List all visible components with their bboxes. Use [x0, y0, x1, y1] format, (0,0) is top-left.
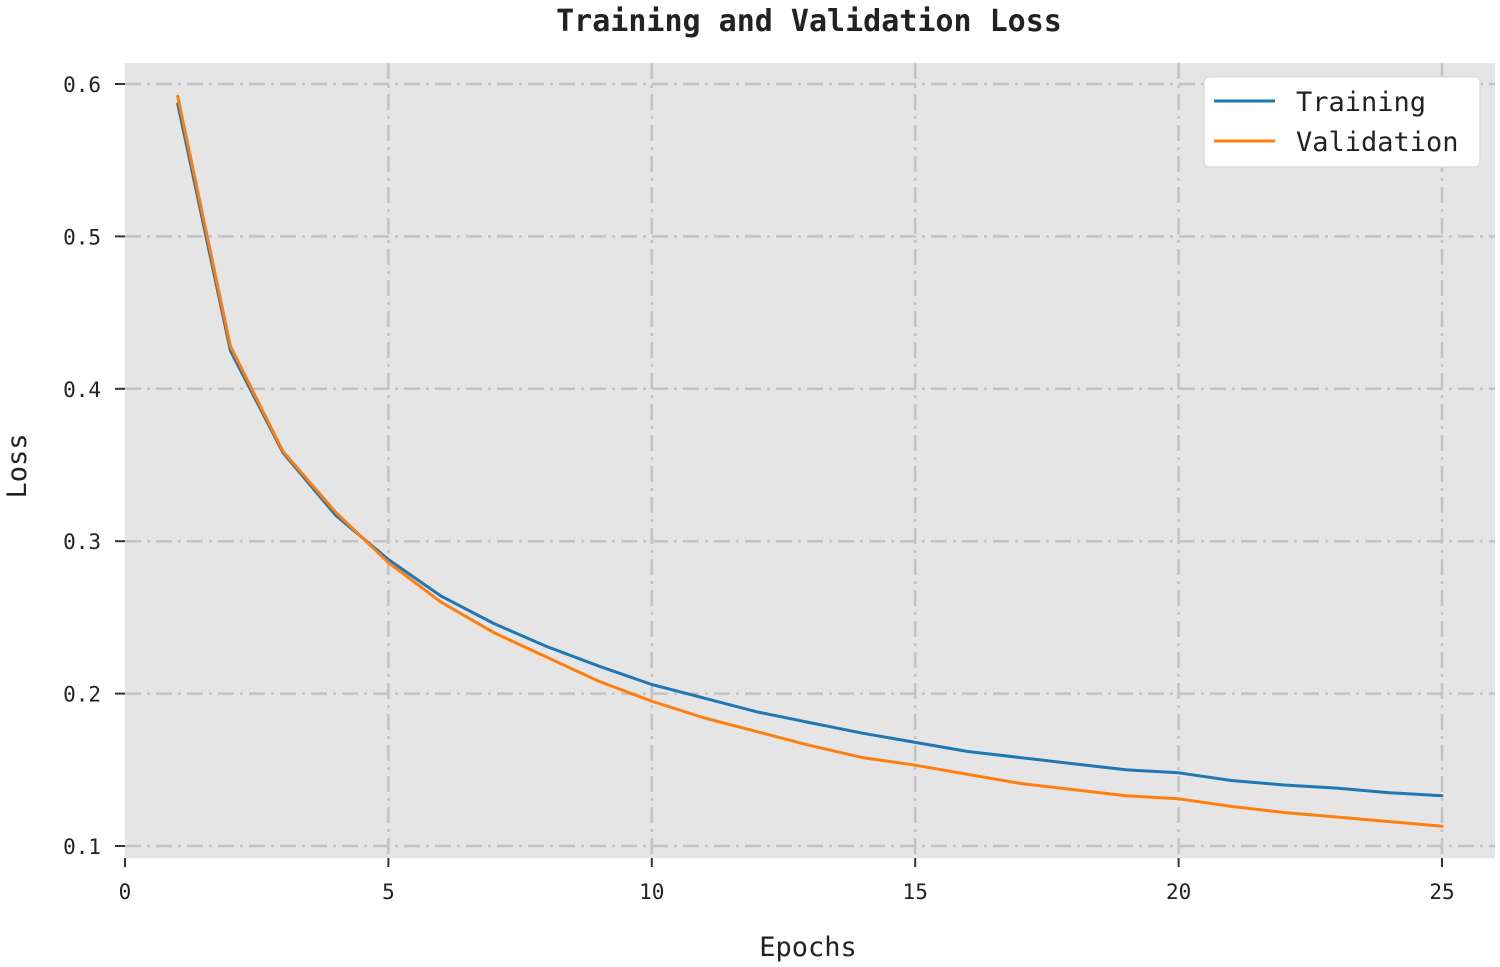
series-line-training [176, 102, 1444, 798]
series-line-validation [176, 94, 1444, 828]
y-tick-label: 0.2 [63, 683, 101, 707]
y-tick-label: 0.3 [63, 530, 101, 554]
legend-label-training: Training [1296, 87, 1426, 118]
legend-label-validation: Validation [1296, 127, 1459, 158]
x-tick-label: 0 [119, 880, 132, 904]
x-tick-label: 25 [1429, 880, 1454, 904]
y-tick-label: 0.1 [63, 835, 101, 859]
x-tick-label: 15 [903, 880, 928, 904]
y-axis-label: Loss [2, 433, 33, 498]
legend: Training Validation [1203, 76, 1481, 168]
y-tick-label: 0.4 [63, 378, 101, 402]
y-tick-label: 0.5 [63, 225, 101, 249]
series-lines [176, 94, 1444, 828]
plot-area [125, 63, 1495, 858]
grid [125, 63, 1495, 858]
chart-title: Training and Validation Loss [556, 4, 1062, 39]
axis-ticks: 0 5 10 15 20 25 0.1 0.2 0.3 0.4 0.5 0.6 [63, 73, 1455, 904]
x-tick-label: 20 [1166, 880, 1191, 904]
x-tick-label: 10 [639, 880, 664, 904]
x-axis-label: Epochs [759, 932, 857, 963]
x-tick-label: 5 [382, 880, 395, 904]
y-tick-label: 0.6 [63, 73, 101, 97]
